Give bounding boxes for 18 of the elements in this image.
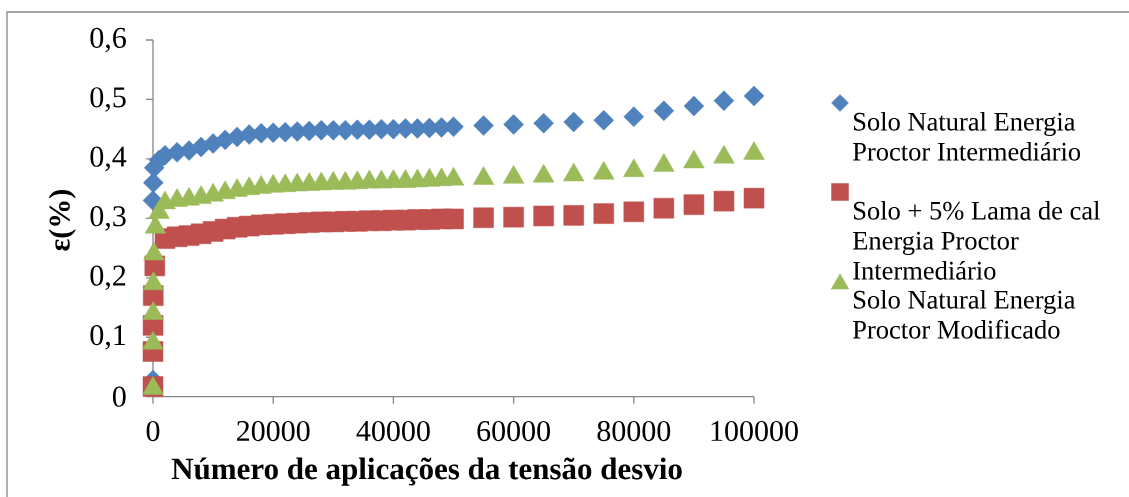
y-tick-label: 0,2 bbox=[90, 265, 126, 291]
legend-label: Solo Natural Energia Proctor Modificado bbox=[852, 289, 1076, 339]
y-tick-label: 0,1 bbox=[90, 324, 126, 350]
x-tick-label: 0 bbox=[146, 420, 160, 442]
y-tick-label: 0,3 bbox=[90, 206, 126, 231]
legend-label: Solo + 5% Lama de cal Energia Proctor Intermediário bbox=[852, 200, 1100, 280]
y-tick-label: 0 bbox=[112, 386, 126, 407]
y-axis-title: ε(%) bbox=[48, 190, 76, 251]
y-tick-label: 0,5 bbox=[90, 87, 126, 112]
y-tick-label: 0,4 bbox=[90, 146, 127, 172]
x-axis-title: Número de aplicações da tensão desvio bbox=[171, 457, 682, 486]
x-tick-label: 20000 bbox=[237, 420, 310, 442]
legend-label: Solo Natural Energia Proctor Intermediário bbox=[852, 111, 1081, 161]
x-tick-label: 100000 bbox=[711, 420, 798, 442]
x-tick-label: 80000 bbox=[597, 420, 671, 442]
x-tick-label: 60000 bbox=[477, 420, 550, 442]
y-tick-label: 0,6 bbox=[90, 27, 126, 53]
x-tick-label: 40000 bbox=[356, 420, 430, 442]
